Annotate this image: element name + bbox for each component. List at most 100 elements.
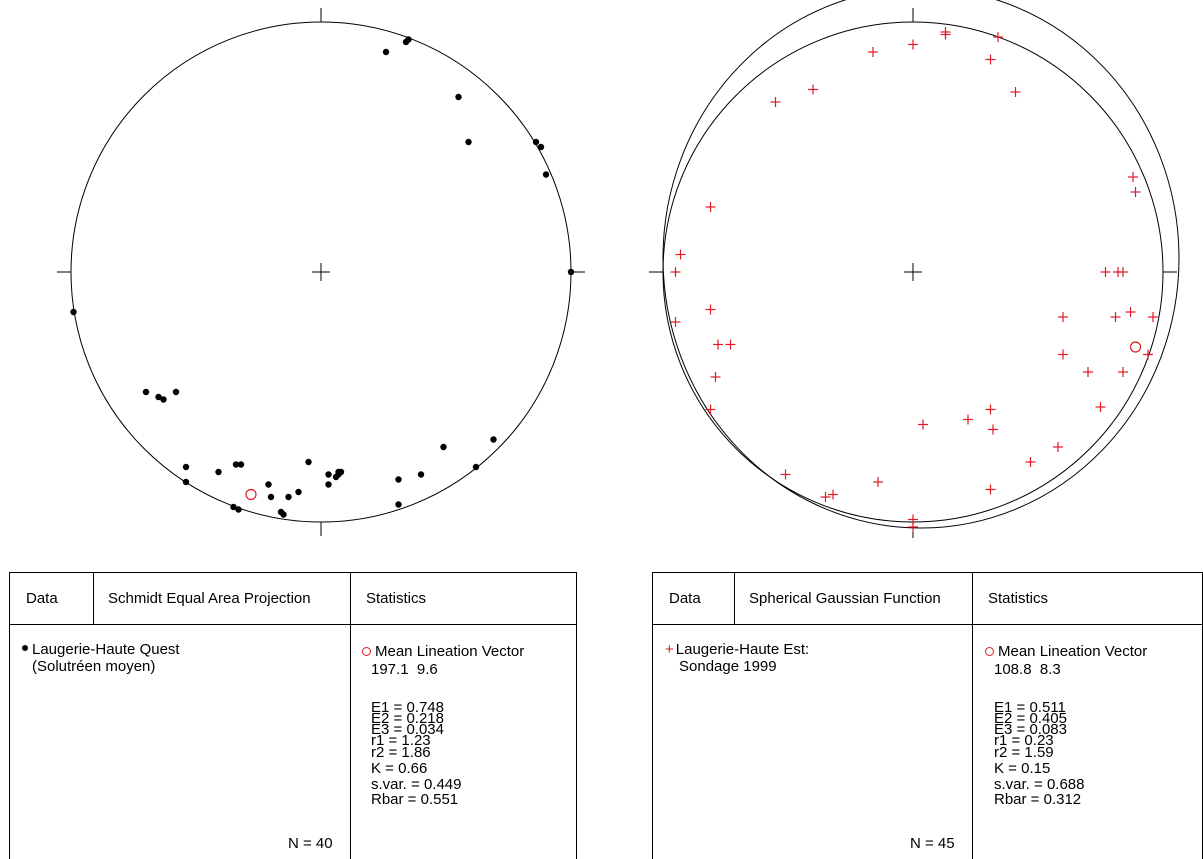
data-point (908, 522, 918, 532)
data-point (405, 36, 412, 43)
data-point (940, 27, 951, 37)
data-point (280, 511, 287, 518)
data-point (237, 461, 245, 468)
data-point (985, 54, 996, 65)
data-header: Data (26, 590, 58, 607)
dataset-label: + Laugerie-Haute Est: (665, 641, 809, 658)
data-point (988, 424, 998, 435)
statistic-line: r1 = 0.23 (994, 732, 1054, 749)
data-point (1130, 187, 1141, 197)
tick-marks (57, 8, 585, 536)
dataset-name: Laugerie-Haute Est: (675, 641, 810, 658)
contour-ellipse-outer (662, 0, 1180, 529)
panel-header: Data Spherical Gaussian Function Statist… (653, 573, 1202, 625)
data-point (285, 493, 292, 501)
statistic-line: E2 = 0.218 (371, 710, 444, 727)
mean-vector-label: Mean Lineation Vector (985, 643, 1147, 660)
mean-vector-marker (1129, 341, 1142, 353)
n-count: N = 40 (288, 835, 333, 852)
data-point (490, 436, 497, 443)
data-point (820, 492, 831, 502)
data-points (670, 27, 1158, 532)
divider (93, 573, 94, 624)
data-point (265, 481, 272, 488)
data-point (985, 484, 996, 495)
data-point (908, 39, 918, 50)
data-point (675, 249, 686, 260)
data-point (142, 388, 150, 396)
data-point (532, 138, 540, 146)
dataset-subtitle: (Solutréen moyen) (32, 658, 156, 675)
data-point (670, 317, 681, 327)
dataset-name: Laugerie-Haute Quest (32, 641, 180, 658)
divider (972, 573, 973, 859)
data-point (395, 501, 402, 508)
data-point (230, 503, 237, 511)
mean-vector-value: 108.8 8.3 (994, 661, 1061, 678)
dataset-label: Laugerie-Haute Quest (22, 641, 180, 658)
statistic-line: E3 = 0.083 (994, 721, 1067, 738)
data-point (963, 414, 973, 425)
data-header: Data (669, 590, 701, 607)
open-circle-icon (362, 647, 371, 656)
data-point (868, 47, 878, 57)
data-point (828, 489, 838, 500)
data-point (382, 48, 390, 56)
data-point (993, 32, 1003, 42)
mean-label-text: Mean Lineation Vector (375, 643, 525, 660)
right-info-panel: Data Spherical Gaussian Function Statist… (652, 572, 1203, 859)
divider (350, 573, 351, 859)
statistic-line: E1 = 0.748 (371, 699, 444, 716)
mean-label-text: Mean Lineation Vector (998, 643, 1148, 660)
statistic-line: E3 = 0.034 (371, 721, 444, 738)
dataset-subtitle: Sondage 1999 (679, 658, 777, 675)
data-point (1143, 349, 1153, 360)
data-point (705, 404, 716, 415)
n-count: N = 45 (910, 835, 955, 852)
statistic-line: K = 0.15 (994, 760, 1051, 777)
data-point (155, 393, 162, 401)
data-point (1010, 87, 1021, 97)
data-point (713, 339, 723, 350)
statistic-line: K = 0.66 (371, 760, 428, 777)
data-point (542, 171, 550, 178)
data-point (873, 477, 883, 487)
data-point (725, 339, 736, 350)
data-point (267, 493, 275, 501)
data-point (1118, 367, 1128, 377)
data-point (1110, 312, 1121, 322)
schmidt-equal-area-stereonet (57, 8, 585, 536)
data-point (770, 97, 781, 107)
left-info-panel: Data Schmidt Equal Area Projection Stati… (9, 572, 577, 859)
tick-marks (649, 8, 1177, 538)
data-point (332, 473, 340, 481)
data-point (325, 481, 332, 488)
spherical-gaussian-stereonet (649, 0, 1180, 538)
mean-vector-value: 197.1 9.6 (371, 661, 438, 678)
method-header: Spherical Gaussian Function (749, 590, 941, 607)
open-circle-icon (985, 647, 994, 656)
statistic-line: Rbar = 0.551 (371, 791, 459, 808)
data-point (235, 506, 242, 513)
data-point (1148, 312, 1158, 322)
mean-vector-label: Mean Lineation Vector (362, 643, 524, 660)
mean-vector-marker (245, 488, 257, 501)
statistic-line: E2 = 0.405 (994, 710, 1067, 727)
data-point (232, 461, 240, 468)
statistic-line: r2 = 1.59 (994, 744, 1054, 761)
data-point (537, 143, 545, 151)
data-point (182, 463, 190, 471)
data-point (182, 478, 190, 486)
data-point (395, 476, 402, 483)
statistic-line: Rbar = 0.312 (994, 791, 1082, 808)
data-point (325, 471, 332, 478)
data-point (705, 304, 716, 315)
data-point (1083, 367, 1093, 377)
data-point (780, 469, 791, 480)
data-point (985, 404, 996, 415)
data-point (1058, 349, 1068, 360)
statistic-line: s.var. = 0.688 (994, 776, 1085, 793)
statistics-header: Statistics (988, 590, 1049, 607)
data-point (335, 468, 342, 476)
statistic-line: s.var. = 0.449 (371, 776, 462, 793)
